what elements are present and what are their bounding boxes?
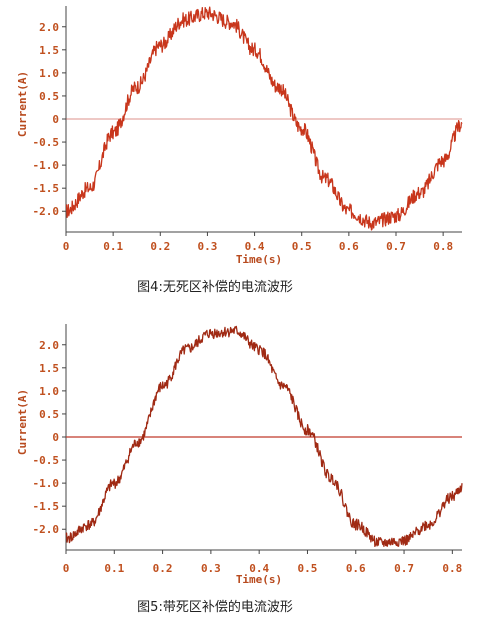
x-tick-label: 0.8: [442, 562, 462, 575]
y-tick-label: -1.0: [33, 477, 60, 490]
x-tick-label: 0.2: [150, 240, 170, 253]
x-tick-label: 0.7: [394, 562, 414, 575]
chart-fig4: 2.0 1.5 1.0 0.5 0 -0.5 -1.0 -1.5 -2.0 0 0.1 0.2 0.3 0…: [16, 6, 463, 266]
y-tick-label: 1.5: [39, 44, 59, 57]
y-axis-label: Current(A): [16, 71, 29, 137]
x-tick-label: 0.1: [104, 562, 124, 575]
y-tick-label: 2.0: [39, 339, 59, 352]
y-tick-label: -0.5: [33, 136, 60, 149]
y-tick-label: 0.5: [39, 408, 59, 421]
x-tick-label: 0: [63, 240, 70, 253]
x-tick-label: 0.3: [201, 562, 221, 575]
y-tick-label: 0: [52, 113, 59, 126]
y-tick-label: -1.5: [33, 500, 60, 513]
y-tick-label: 1.0: [39, 385, 59, 398]
x-tick-label: 0.4: [249, 562, 269, 575]
series-line: [65, 325, 463, 548]
x-tick-label: 0.6: [346, 562, 366, 575]
x-tick-label: 0.8: [433, 240, 453, 253]
y-tick-label: -2.0: [33, 205, 60, 218]
y-tick-label: 1.5: [39, 362, 59, 375]
figure-4-caption: 图4:无死区补偿的电流波形: [137, 280, 293, 295]
series-line: [65, 6, 463, 231]
x-tick-label: 0.7: [386, 240, 406, 253]
y-tick-label: -1.0: [33, 159, 60, 172]
x-axis-label: Time(s): [236, 253, 282, 266]
y-tick-label: -0.5: [33, 454, 60, 467]
y-tick-label: 0.5: [39, 90, 59, 103]
y-tick-label: -1.5: [33, 182, 60, 195]
x-tick-label: 0: [63, 562, 70, 575]
y-tick-label: 0: [52, 431, 59, 444]
x-tick-label: 0.3: [197, 240, 217, 253]
x-tick-label: 0.2: [153, 562, 173, 575]
x-tick-label: 0.5: [292, 240, 312, 253]
y-tick-label: 2.0: [39, 21, 59, 34]
figure-5-caption: 图5:带死区补偿的电流波形: [137, 600, 293, 615]
x-tick-label: 0.4: [245, 240, 265, 253]
chart-fig5: 2.0 1.5 1.0 0.5 0 -0.5 -1.0 -1.5 -2.0 0 0.1 0.2 0.3 0…: [16, 324, 463, 586]
y-axis-label: Current(A): [16, 389, 29, 455]
x-tick-label: 0.5: [298, 562, 318, 575]
x-tick-label: 0.6: [339, 240, 359, 253]
x-tick-label: 0.1: [103, 240, 123, 253]
x-axis-label: Time(s): [236, 573, 282, 586]
y-tick-label: -2.0: [33, 523, 60, 536]
y-tick-label: 1.0: [39, 67, 59, 80]
